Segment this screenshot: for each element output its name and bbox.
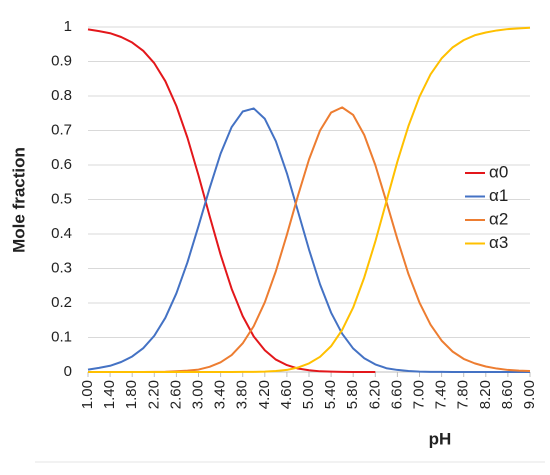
series-line <box>87 107 530 373</box>
series-line <box>87 28 376 373</box>
x-tick-label: 9.00 <box>521 380 538 409</box>
legend-text: α2 <box>489 209 508 228</box>
x-tick-label: 2.60 <box>167 380 184 409</box>
x-tick-label: 3.40 <box>212 380 229 409</box>
y-tick-label: 0.9 <box>51 52 72 69</box>
y-tick-label: 0.5 <box>51 190 72 207</box>
y-tick-label: 0.6 <box>51 156 72 173</box>
x-tick-label: 4.60 <box>278 380 295 409</box>
x-tick-label: 4.20 <box>256 380 273 409</box>
x-tick-label: 5.00 <box>300 380 317 409</box>
y-tick-label: 0.7 <box>51 121 72 138</box>
x-tick-label: 8.20 <box>477 380 494 409</box>
y-axis-title: Mole fraction <box>9 147 28 253</box>
x-tick-label: 1.40 <box>101 380 118 409</box>
x-tick-label: 7.00 <box>410 380 427 409</box>
legend-text: α3 <box>489 233 508 252</box>
legend-text: α0 <box>489 162 508 181</box>
y-tick-label: 1 <box>64 18 72 35</box>
x-tick-label: 3.00 <box>189 380 206 409</box>
x-tick-label: 2.20 <box>145 380 162 409</box>
y-tick-label: 0.2 <box>51 294 72 311</box>
legend-text: α1 <box>489 186 508 205</box>
series-line <box>88 106 531 373</box>
x-tick-label: 7.80 <box>455 380 472 409</box>
x-tick-label: 3.80 <box>234 380 251 409</box>
y-tick-label: 0.4 <box>51 225 72 242</box>
x-tick-label: 1.80 <box>123 380 140 409</box>
x-tick-label: 8.60 <box>499 380 516 409</box>
x-axis-title: pH <box>429 429 452 448</box>
y-tick-label: 0.1 <box>51 328 72 345</box>
series-line <box>88 26 531 373</box>
x-tick-label: 5.40 <box>322 380 339 409</box>
y-tick-label: 0.3 <box>51 259 72 276</box>
x-tick-label: 1.00 <box>79 380 96 409</box>
x-tick-label: 6.20 <box>366 380 383 409</box>
y-tick-label: 0.8 <box>51 87 72 104</box>
x-tick-label: 5.80 <box>344 380 361 409</box>
x-tick-label: 6.60 <box>388 380 405 409</box>
y-tick-label: 0 <box>64 363 72 380</box>
x-tick-label: 7.40 <box>433 380 450 409</box>
